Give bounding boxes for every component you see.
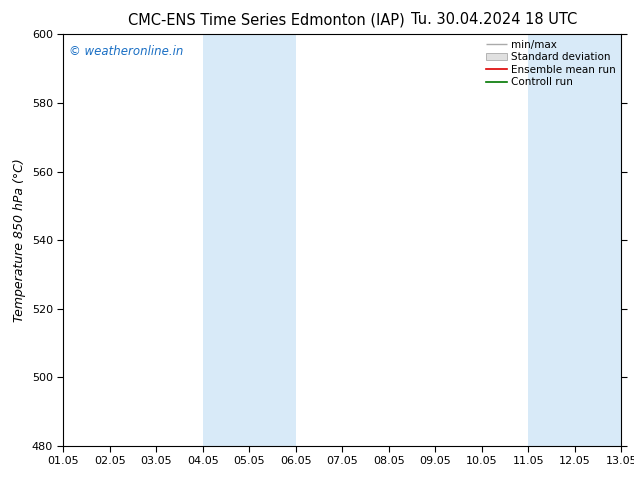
Bar <box>528 34 621 446</box>
Bar <box>203 34 296 446</box>
Text: © weatheronline.in: © weatheronline.in <box>69 45 183 58</box>
Text: Tu. 30.04.2024 18 UTC: Tu. 30.04.2024 18 UTC <box>411 12 578 27</box>
Y-axis label: Temperature 850 hPa (°C): Temperature 850 hPa (°C) <box>13 158 26 322</box>
Text: CMC-ENS Time Series Edmonton (IAP): CMC-ENS Time Series Edmonton (IAP) <box>128 12 404 27</box>
Legend: min/max, Standard deviation, Ensemble mean run, Controll run: min/max, Standard deviation, Ensemble me… <box>484 37 618 89</box>
